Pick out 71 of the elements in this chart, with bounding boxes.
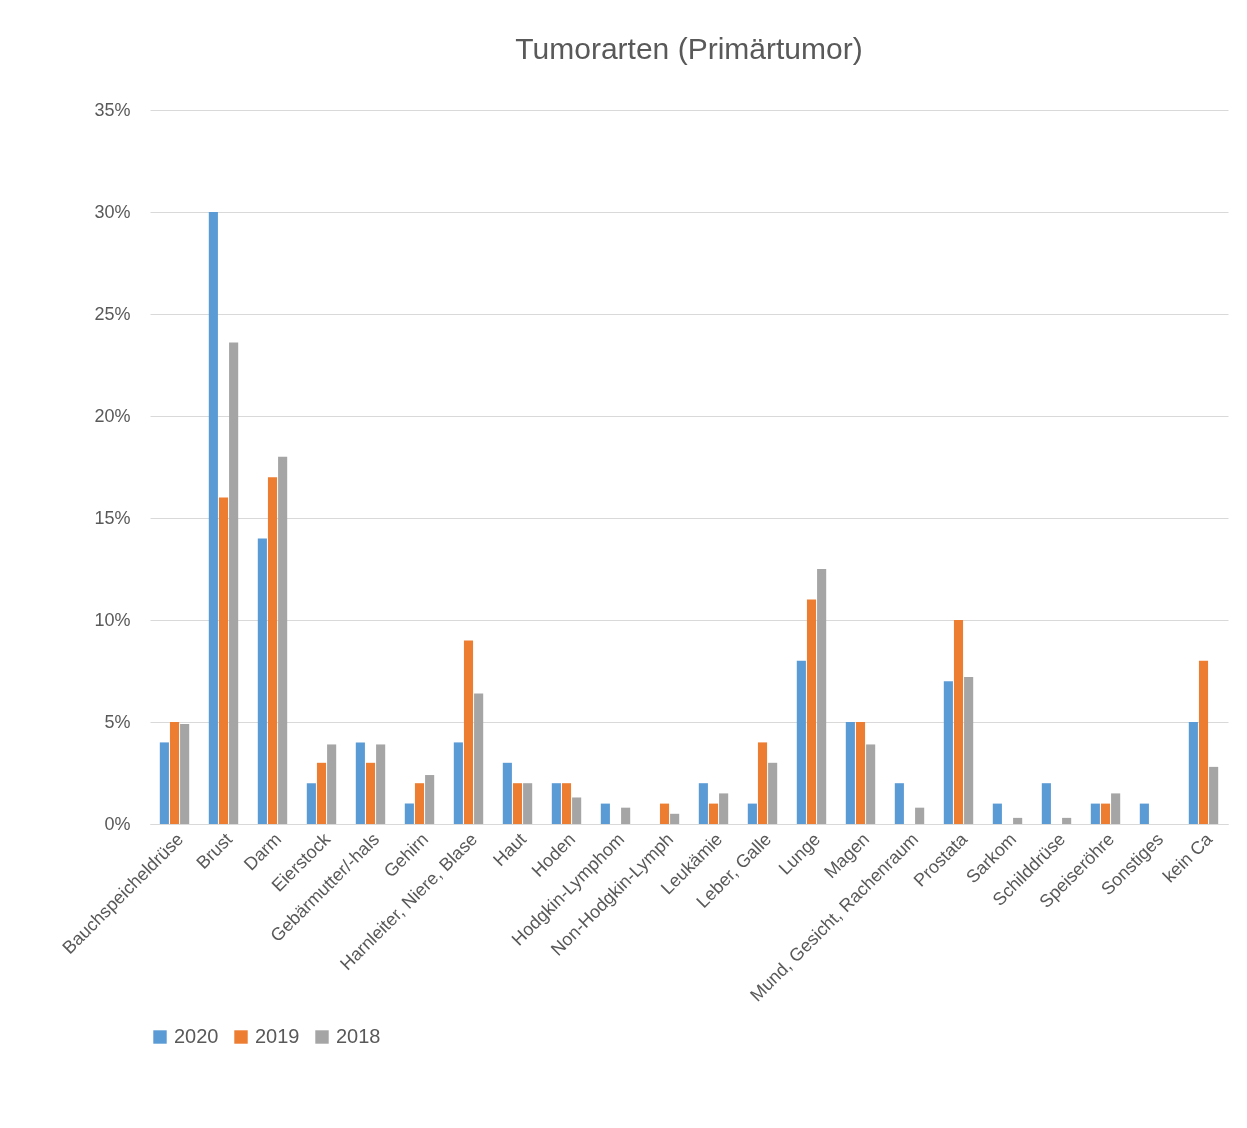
bar — [1209, 766, 1219, 824]
bar — [561, 783, 572, 824]
bar — [218, 497, 229, 824]
bar — [512, 783, 523, 824]
bar — [894, 783, 904, 824]
bar — [208, 212, 218, 824]
bar — [327, 744, 337, 824]
bar — [376, 744, 386, 824]
bar — [229, 342, 239, 824]
bar — [404, 803, 414, 824]
bar — [355, 742, 365, 824]
bar — [316, 762, 327, 824]
bar — [414, 783, 425, 824]
bar — [257, 538, 267, 824]
legend-label: 2018 — [336, 1025, 381, 1047]
bar — [670, 813, 680, 824]
bar — [365, 762, 376, 824]
bar — [523, 783, 533, 824]
bar — [659, 803, 670, 824]
legend-label: 2020 — [174, 1025, 219, 1047]
bar — [855, 722, 866, 824]
bar — [551, 783, 561, 824]
bar — [964, 677, 974, 824]
bar — [817, 569, 827, 824]
bar — [502, 762, 512, 824]
bar — [453, 742, 463, 824]
bar — [1198, 660, 1209, 824]
bar — [621, 807, 631, 824]
bar — [747, 803, 757, 824]
bar — [1090, 803, 1100, 824]
y-tick-label: 5% — [104, 711, 131, 732]
bar — [425, 775, 435, 824]
y-tick-label: 35% — [94, 99, 131, 120]
bar — [474, 693, 484, 824]
y-tick-label: 30% — [94, 201, 131, 222]
bar — [806, 599, 817, 824]
bar — [306, 783, 316, 824]
y-tick-label: 10% — [94, 609, 131, 630]
bar — [845, 722, 855, 824]
bar — [915, 807, 925, 824]
bar — [992, 803, 1002, 824]
bar — [719, 793, 729, 824]
bar — [1139, 803, 1149, 824]
bar — [1111, 793, 1121, 824]
bar — [757, 742, 768, 824]
bar — [278, 456, 288, 824]
bar — [169, 722, 180, 824]
bar — [768, 762, 778, 824]
bar — [1100, 803, 1111, 824]
y-tick-label: 15% — [94, 507, 131, 528]
bar — [866, 744, 876, 824]
bar — [572, 797, 582, 824]
bar — [600, 803, 610, 824]
bar — [1041, 783, 1051, 824]
bar — [1062, 817, 1072, 824]
chart-title: Tumorarten (Primärtumor) — [515, 32, 863, 65]
bar — [463, 640, 474, 824]
bar — [943, 681, 953, 824]
bar — [698, 783, 708, 824]
bar — [180, 724, 190, 824]
bar — [1188, 722, 1198, 824]
y-tick-label: 25% — [94, 303, 131, 324]
bar — [159, 742, 169, 824]
legend-label: 2019 — [255, 1025, 300, 1047]
bar — [267, 477, 278, 824]
bar — [708, 803, 719, 824]
bar — [796, 660, 806, 824]
bar — [1013, 817, 1023, 824]
y-tick-label: 20% — [94, 405, 131, 426]
y-tick-label: 0% — [104, 813, 131, 834]
bar — [953, 620, 964, 824]
